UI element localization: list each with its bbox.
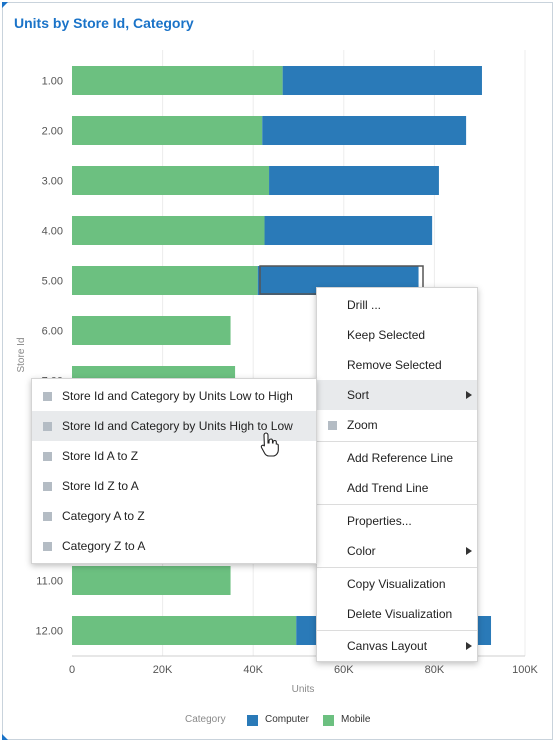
y-axis-label: Store Id [16,337,27,372]
sort-option-store-id-z-a[interactable]: Store Id Z to A [32,471,316,501]
y-tick-label: 2.00 [42,126,63,138]
menu-item-zoom[interactable]: Zoom [317,410,477,440]
menu-separator [317,504,477,505]
x-tick-label: 20K [153,664,173,676]
menu-item-drill[interactable]: Drill ... [347,298,381,312]
chart-title: Units by Store Id, Category [14,15,194,31]
x-tick-label: 80K [425,664,445,676]
y-tick-label: 4.00 [42,226,63,238]
legend-swatch-computer [247,715,258,726]
sort-option-low-to-high[interactable]: Store Id and Category by Units Low to Hi… [32,381,316,411]
x-tick-label: 40K [243,664,263,676]
y-tick-label: 6.00 [42,326,63,338]
submenu-arrow-icon [466,547,472,555]
bar-computer[interactable] [262,116,467,145]
panel-corner-marker-bottom [2,734,8,740]
bar-mobile[interactable] [72,616,297,645]
y-tick-label: 5.00 [42,276,63,288]
sort-submenu: Store Id and Category by Units Low to Hi… [31,378,317,564]
bar-mobile[interactable] [72,316,231,345]
menu-separator [317,441,477,442]
sort-option-high-to-low[interactable]: Store Id and Category by Units High to L… [32,411,316,441]
menu-item-add-trend-line[interactable]: Add Trend Line [347,481,429,495]
square-icon [43,452,52,461]
bar-computer[interactable] [269,166,439,195]
x-axis-ticks: 0 20K 40K 60K 80K 100K [69,664,539,676]
menu-item-canvas-layout[interactable]: Canvas Layout [317,631,477,661]
chart-legend: Category Computer Mobile [0,714,559,728]
x-tick-label: 100K [512,664,538,676]
panel-corner-marker [2,2,8,8]
sort-option-category-z-a[interactable]: Category Z to A [32,531,316,561]
sort-option-store-id-a-z[interactable]: Store Id A to Z [32,441,316,471]
legend-swatch-mobile [323,715,334,726]
menu-item-copy-visualization[interactable]: Copy Visualization [347,577,446,591]
y-tick-label: 11.00 [36,576,63,588]
bar-mobile[interactable] [72,166,270,195]
context-menu: Drill ... Keep Selected Remove Selected … [316,287,478,662]
bar-mobile[interactable] [72,566,231,595]
x-tick-label: 0 [69,664,75,676]
bar-mobile[interactable] [72,116,263,145]
bar-computer[interactable] [282,66,482,95]
x-axis-label: Units [292,684,315,695]
bar-mobile[interactable] [72,216,265,245]
legend-title: Category [185,714,226,725]
menu-item-properties[interactable]: Properties... [347,514,412,528]
hand-cursor-icon [260,432,279,457]
menu-separator [317,567,477,568]
menu-item-add-reference-line[interactable]: Add Reference Line [347,451,454,465]
menu-item-remove-selected[interactable]: Remove Selected [347,358,442,372]
submenu-arrow-icon [466,391,472,399]
menu-item-color[interactable]: Color [317,536,477,566]
menu-item-delete-visualization[interactable]: Delete Visualization [347,607,453,621]
square-icon [43,512,52,521]
menu-separator [317,630,477,631]
square-icon [43,482,52,491]
chart-bars [72,66,492,645]
square-icon [43,422,52,431]
square-icon [43,542,52,551]
bar-mobile[interactable] [72,66,283,95]
y-tick-label: 12.00 [35,626,63,638]
submenu-arrow-icon [466,642,472,650]
y-tick-label: 3.00 [42,176,63,188]
legend-label-computer[interactable]: Computer [265,714,309,725]
menu-item-keep-selected[interactable]: Keep Selected [347,328,426,342]
y-tick-label: 1.00 [42,76,63,88]
x-tick-label: 60K [334,664,354,676]
bar-mobile[interactable] [72,266,258,295]
menu-item-sort[interactable]: Sort [317,380,477,410]
zoom-square-icon [328,421,337,430]
bar-computer[interactable] [264,216,433,245]
sort-option-category-a-z[interactable]: Category A to Z [32,501,316,531]
square-icon [43,392,52,401]
legend-label-mobile[interactable]: Mobile [341,714,371,725]
